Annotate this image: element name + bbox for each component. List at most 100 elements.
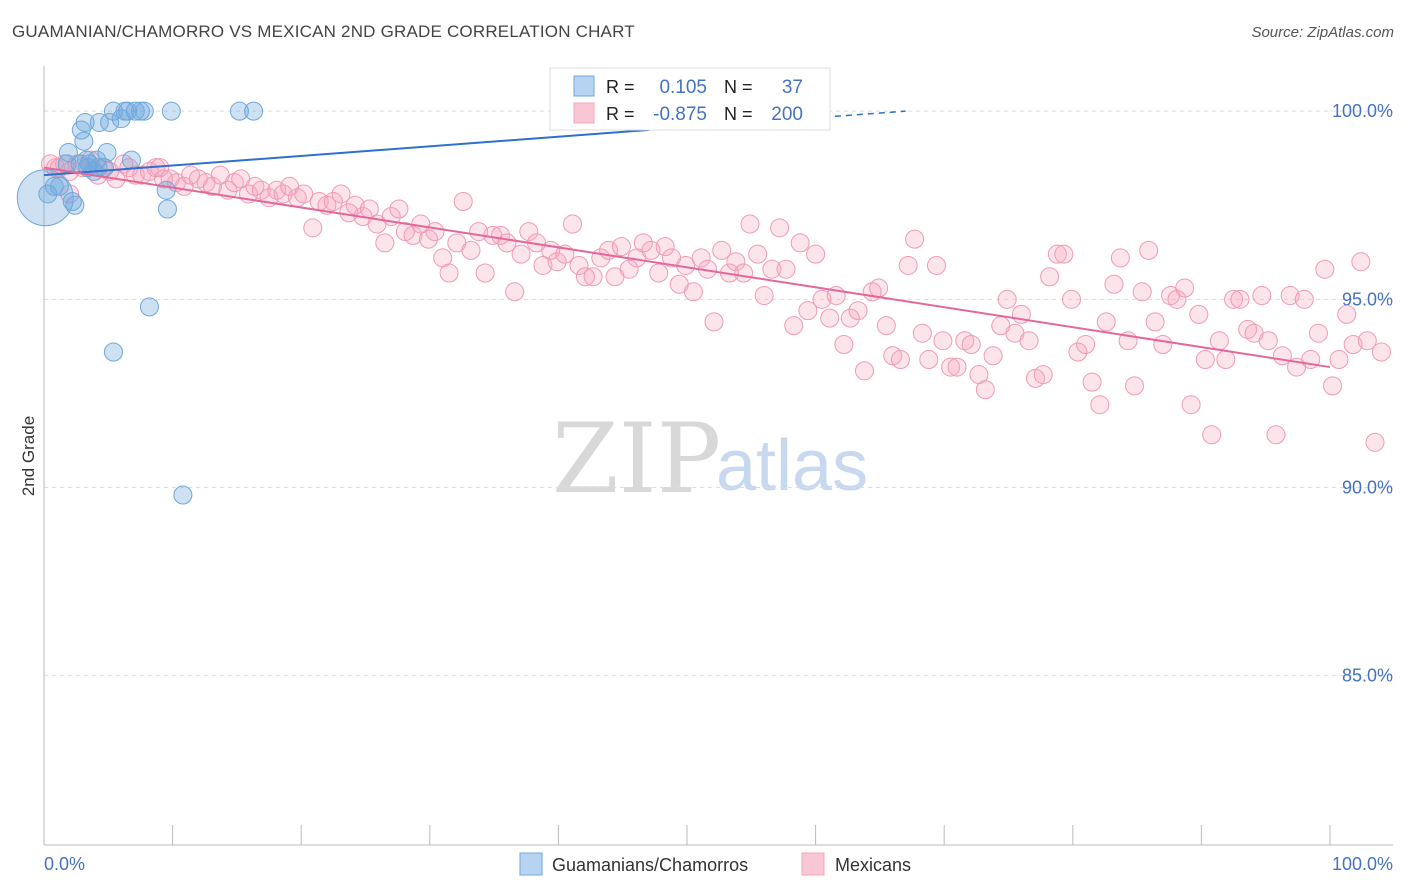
point-guamanians	[75, 112, 95, 132]
point-mexicans	[1357, 331, 1377, 351]
point-mexicans	[1189, 304, 1209, 324]
y-tick-label: 100.0%	[1332, 101, 1393, 121]
point-mexicans	[748, 244, 768, 264]
point-mexicans	[890, 350, 910, 370]
point-mexicans	[533, 255, 553, 275]
point-mexicans	[997, 289, 1017, 309]
trend-line-mexicans	[43, 166, 1331, 369]
point-mexicans	[273, 184, 293, 204]
point-mexicans	[1047, 244, 1067, 264]
point-guamanians	[38, 184, 58, 204]
point-mexicans	[754, 286, 774, 306]
x-tick-label-min: 0.0%	[44, 854, 85, 874]
point-guamanians	[157, 199, 177, 219]
stats-n-value-pink: 200	[771, 104, 803, 125]
point-mexicans	[633, 233, 653, 253]
point-mexicans	[60, 184, 80, 204]
point-mexicans	[1308, 323, 1328, 343]
point-mexicans	[453, 191, 473, 211]
point-mexicans	[1195, 350, 1215, 370]
point-mexicans	[712, 240, 732, 260]
point-mexicans	[919, 350, 939, 370]
stats-n-label-pink: N =	[724, 104, 753, 124]
point-mexicans	[331, 184, 351, 204]
point-guamanians	[229, 101, 249, 121]
y-axis-title: 2nd Grade	[19, 416, 38, 496]
point-mexicans	[840, 308, 860, 328]
point-guamanians	[100, 112, 120, 132]
stats-legend-swatch-blue	[573, 75, 595, 97]
data-points	[16, 101, 1391, 505]
point-guamanians	[121, 150, 141, 170]
point-mexicans	[798, 301, 818, 321]
point-mexicans	[389, 199, 409, 219]
point-mexicans	[619, 259, 639, 279]
point-mexicans	[1181, 395, 1201, 415]
point-guamanians	[62, 191, 82, 211]
point-mexicans	[419, 229, 439, 249]
point-guamanians	[65, 195, 85, 215]
point-mexicans	[975, 380, 995, 400]
point-mexicans	[251, 180, 271, 200]
point-mexicans	[1252, 286, 1272, 306]
point-mexicans	[505, 282, 525, 302]
point-mexicans	[569, 255, 589, 275]
point-mexicans	[303, 218, 323, 238]
point-mexicans	[1371, 342, 1391, 362]
point-mexicans	[1280, 286, 1300, 306]
point-guamanians	[16, 169, 74, 227]
point-mexicans	[583, 267, 603, 287]
legend-label-mexicans: Mexicans	[835, 855, 911, 875]
point-guamanians	[89, 112, 109, 132]
point-mexicans	[1294, 289, 1314, 309]
stats-legend-box	[549, 67, 831, 131]
point-mexicans	[1076, 334, 1096, 354]
x-tick-label-max: 100.0%	[1332, 854, 1393, 874]
point-mexicans	[1040, 267, 1060, 287]
point-guamanians	[103, 101, 123, 121]
point-guamanians	[139, 297, 159, 317]
point-mexicans	[1238, 319, 1258, 339]
stats-n-value-blue: 37	[782, 77, 803, 98]
point-mexicans	[704, 312, 724, 332]
point-mexicans	[649, 263, 669, 283]
point-guamanians	[44, 176, 64, 196]
point-mexicans	[1337, 304, 1357, 324]
point-mexicans	[224, 173, 244, 193]
legend-swatch-mexicans	[801, 852, 825, 876]
point-mexicans	[784, 316, 804, 336]
point-mexicans	[806, 244, 826, 264]
point-mexicans	[294, 184, 314, 204]
point-mexicans	[345, 195, 365, 215]
point-mexicans	[403, 225, 423, 245]
point-mexicans	[1175, 278, 1195, 298]
point-mexicans	[547, 252, 567, 272]
point-mexicans	[1054, 244, 1074, 264]
point-mexicans	[1110, 248, 1130, 268]
point-mexicans	[519, 222, 539, 242]
point-mexicans	[683, 282, 703, 302]
stats-legend-swatch-pink	[573, 102, 595, 124]
point-mexicans	[869, 278, 889, 298]
y-tick-label: 85.0%	[1342, 666, 1393, 686]
point-mexicans	[475, 263, 495, 283]
point-mexicans	[1068, 342, 1088, 362]
point-mexicans	[812, 289, 832, 309]
point-guamanians	[58, 143, 78, 163]
point-mexicans	[511, 244, 531, 264]
source-label: Source: ZipAtlas.com	[1251, 24, 1394, 41]
trend-line-guamanians	[43, 128, 649, 177]
point-mexicans	[1167, 289, 1187, 309]
legend-label-guamanians: Guamanians/Chamorros	[552, 855, 748, 875]
point-mexicans	[563, 214, 583, 234]
watermark-atlas: atlas	[716, 426, 868, 506]
point-mexicans	[641, 240, 661, 260]
point-mexicans	[1062, 289, 1082, 309]
point-mexicans	[461, 240, 481, 260]
point-mexicans	[323, 191, 343, 211]
axes: 100.0% 95.0% 90.0% 85.0%	[43, 66, 1393, 846]
point-guamanians	[161, 101, 181, 121]
stats-r-label-pink: R =	[606, 104, 635, 124]
point-mexicans	[154, 169, 174, 189]
